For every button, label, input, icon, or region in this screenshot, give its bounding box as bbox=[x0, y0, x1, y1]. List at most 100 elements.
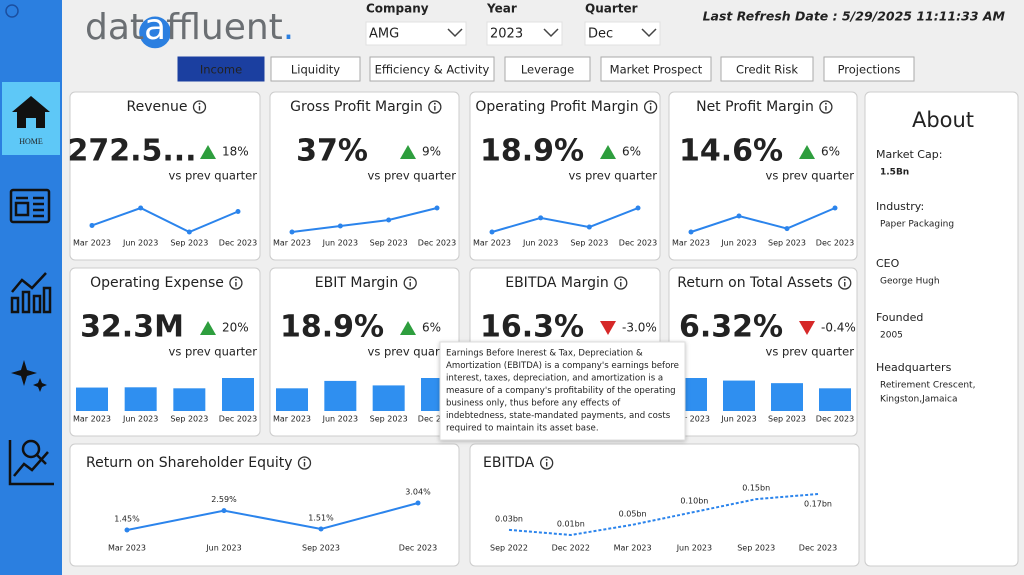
search-chart-icon[interactable] bbox=[8, 439, 54, 486]
tab[interactable] bbox=[504, 56, 591, 82]
kpi-value: 18.9% bbox=[280, 310, 384, 345]
dropdown[interactable] bbox=[584, 21, 661, 46]
info-icon bbox=[198, 102, 201, 105]
home-button[interactable] bbox=[2, 82, 60, 155]
info-icon bbox=[825, 102, 827, 105]
trend-point bbox=[386, 217, 392, 223]
info-icon bbox=[303, 458, 306, 461]
logo-part: ffluent bbox=[166, 7, 283, 48]
data-label: 0.05bn bbox=[619, 509, 647, 518]
x-axis-label: Sep 2023 bbox=[170, 239, 208, 248]
x-axis-label: Dec 2023 bbox=[816, 239, 854, 248]
dropdown[interactable] bbox=[365, 21, 467, 46]
trend-line bbox=[508, 493, 819, 537]
bar bbox=[819, 388, 851, 411]
dropdown[interactable] bbox=[486, 21, 563, 46]
card-title: Gross Profit Margin bbox=[290, 99, 423, 115]
x-axis-label: Mar 2023 bbox=[273, 239, 311, 248]
tab[interactable] bbox=[823, 56, 915, 82]
card-title: EBITDA Margin bbox=[505, 275, 609, 291]
card-title: Return on Shareholder Equity bbox=[86, 455, 293, 471]
tab[interactable] bbox=[600, 56, 712, 82]
arrow-up bbox=[400, 321, 416, 335]
bar bbox=[324, 380, 357, 411]
trend-line bbox=[491, 207, 639, 233]
tab[interactable] bbox=[270, 56, 361, 82]
tooltip-text: measure of a company's profitability of … bbox=[446, 386, 676, 396]
kpi-change: 6% bbox=[821, 145, 840, 159]
bar bbox=[372, 385, 405, 411]
data-label: 2.59% bbox=[211, 495, 237, 504]
about-label: CEO bbox=[876, 257, 900, 270]
info-icon[interactable] bbox=[540, 456, 554, 470]
info-icon[interactable] bbox=[403, 276, 417, 290]
card bbox=[269, 91, 460, 261]
tab-label: Market Prospect bbox=[610, 63, 703, 77]
kpi-value: 16.3% bbox=[480, 310, 584, 345]
arrow-up bbox=[200, 321, 216, 335]
info-icon[interactable] bbox=[428, 100, 442, 114]
trend-point bbox=[832, 205, 838, 211]
x-axis-label: Sep 2022 bbox=[490, 544, 528, 553]
tooltip-text: indebtedness, state-mandated payments, a… bbox=[446, 411, 671, 421]
logo-circle bbox=[139, 16, 171, 49]
tab[interactable] bbox=[369, 56, 495, 82]
trend-point bbox=[221, 508, 227, 514]
x-axis-label: Jun 2023 bbox=[205, 544, 241, 553]
info-icon[interactable] bbox=[819, 100, 833, 114]
trend-point bbox=[89, 222, 95, 228]
tab-label: Liquidity bbox=[291, 63, 340, 77]
about-value: Retirement Crescent, bbox=[880, 381, 975, 391]
tab[interactable] bbox=[720, 56, 814, 82]
data-label: 0.17bn bbox=[804, 500, 832, 509]
tooltip-text: interest, taxes, depreciation, and amort… bbox=[446, 374, 663, 384]
bar bbox=[124, 387, 157, 411]
card bbox=[469, 443, 860, 567]
menu-icon[interactable] bbox=[5, 4, 19, 18]
card-title: Return on Total Assets bbox=[677, 275, 833, 291]
card-title: EBITDA bbox=[483, 455, 535, 471]
info-icon[interactable] bbox=[614, 276, 628, 290]
tooltip bbox=[439, 341, 686, 441]
kpi-note: vs prev quarter bbox=[169, 169, 258, 183]
info-icon[interactable] bbox=[229, 276, 243, 290]
x-axis-label: Dec 2022 bbox=[552, 544, 590, 553]
x-axis-label: Sep 2023 bbox=[737, 544, 775, 553]
logo-part: dat bbox=[85, 7, 144, 48]
kpi-note: vs prev quarter bbox=[169, 345, 258, 359]
info-icon[interactable] bbox=[192, 100, 207, 114]
about-value: 1.5Bn bbox=[880, 168, 909, 178]
tab-label: Income bbox=[200, 63, 242, 77]
kpi-value: 6.32% bbox=[679, 310, 783, 345]
trend-line bbox=[126, 502, 419, 531]
kpi-note: vs prev quarter bbox=[766, 169, 855, 183]
trend-point bbox=[688, 229, 694, 235]
analytics-icon[interactable] bbox=[10, 272, 52, 314]
trend-point bbox=[434, 205, 440, 211]
data-label: 3.04% bbox=[405, 488, 431, 497]
x-axis-label: Jun 2023 bbox=[322, 415, 358, 424]
data-label: 0.01bn bbox=[557, 520, 585, 529]
kpi-value: 32.3M bbox=[80, 310, 184, 345]
tab[interactable] bbox=[177, 56, 265, 82]
trend-point bbox=[124, 527, 130, 533]
about-label: Market Cap: bbox=[876, 148, 942, 161]
x-axis-label: Mar 2023 bbox=[273, 415, 311, 424]
info-icon[interactable] bbox=[297, 456, 312, 470]
about-value: George Hugh bbox=[880, 277, 940, 287]
x-axis-label: Sep 2023 bbox=[570, 239, 608, 248]
bar bbox=[771, 383, 803, 411]
sparkle-icon[interactable] bbox=[11, 360, 47, 392]
trend-line bbox=[690, 207, 836, 233]
info-icon[interactable] bbox=[643, 100, 658, 114]
filter-label: Company bbox=[366, 2, 429, 16]
news-icon[interactable] bbox=[9, 188, 51, 224]
data-label: 1.51% bbox=[308, 513, 334, 522]
arrow-up bbox=[400, 145, 416, 159]
logo: dataffluent. bbox=[85, 7, 294, 48]
refresh-date: Last Refresh Date : 5/29/2025 11:11:33 A… bbox=[703, 9, 1006, 24]
trend-point bbox=[138, 205, 144, 211]
info-icon[interactable] bbox=[838, 276, 852, 290]
dropdown-arrow bbox=[543, 28, 559, 38]
x-axis-label: Sep 2023 bbox=[302, 544, 340, 553]
